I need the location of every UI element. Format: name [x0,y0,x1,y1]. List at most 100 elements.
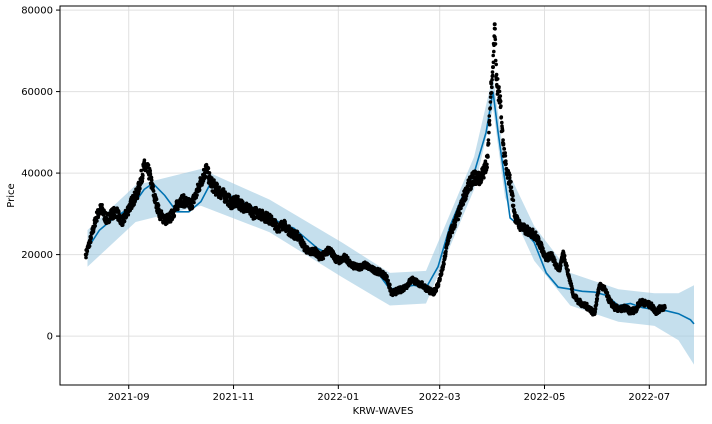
observed-point [146,163,151,167]
observed-point [461,202,466,206]
observed-point [107,220,112,224]
observed-point [492,49,496,54]
observed-point [100,203,104,207]
x-tick-label: 2021-11 [213,392,255,403]
observed-point [190,205,195,210]
observed-point [84,252,89,256]
observed-point [450,230,455,235]
observed-point [503,151,508,155]
observed-point [154,197,159,202]
observed-point [511,194,515,198]
observed-point [491,53,496,58]
observed-point [132,202,136,207]
observed-point [444,246,449,250]
observed-point [482,175,486,180]
observed-point [386,278,391,283]
observed-point [227,193,232,197]
observed-point [497,89,502,94]
observed-point [192,200,196,205]
observed-point [448,234,453,238]
observed-point [593,307,598,311]
observed-point [148,172,153,176]
observed-point [138,186,142,191]
observed-point [495,77,500,81]
x-axis-label: KRW-WAVES [353,406,414,417]
observed-point [466,190,470,194]
observed-point [471,179,476,183]
observed-point [494,72,499,77]
observed-point [507,176,512,180]
observed-point [511,198,516,202]
x-tick-label: 2021-09 [108,392,150,403]
observed-point [498,99,503,104]
y-axis-label: Price [6,183,17,207]
observed-point [559,263,563,268]
observed-point [509,185,514,189]
observed-point [596,289,601,294]
observed-point [488,95,493,99]
observed-point [501,141,506,146]
observed-point [219,196,223,201]
observed-point [95,219,99,223]
observed-point [287,224,291,228]
observed-point [498,94,503,98]
plot-frame [59,5,707,386]
observed-point [565,264,569,268]
observed-point [464,194,469,198]
observed-point [210,176,214,180]
observed-point [487,130,491,135]
observed-point [497,85,501,89]
observed-point [511,203,516,208]
observed-point [513,210,517,215]
y-tick-label: 20000 [21,250,53,261]
observed-series [83,22,667,317]
observed-point [159,209,164,213]
observed-point [487,118,492,123]
observed-point [195,193,199,197]
observed-point [459,206,463,210]
observed-point [488,100,493,104]
observed-point [479,178,484,182]
observed-point [142,158,147,162]
observed-point [434,288,439,293]
observed-point [487,122,492,127]
y-tick-label: 0 [47,332,53,343]
observed-point [501,138,505,142]
observed-point [388,283,392,287]
observed-point [490,73,495,78]
observed-point [151,189,156,193]
observed-point [126,212,131,217]
observed-point [172,213,177,218]
observed-point [486,138,491,142]
observed-point [530,227,535,232]
observed-point [207,171,212,175]
observed-point [88,240,93,245]
y-tick-label: 80000 [21,6,53,17]
observed-point [502,147,507,151]
observed-point [503,154,508,158]
observed-point [486,141,491,146]
observed-point [500,128,505,133]
observed-point [490,85,494,90]
grid-lines [60,6,706,385]
observed-point [458,211,462,216]
observed-point [446,238,451,243]
observed-point [485,154,490,159]
observed-point [499,104,503,108]
observed-point [605,291,610,295]
observed-point [490,70,495,74]
observed-point [84,255,88,260]
observed-point [149,175,154,180]
observed-point [570,286,575,291]
observed-point [500,120,504,125]
observed-point [493,37,498,42]
observed-point [274,221,279,225]
observed-point [277,230,282,234]
observed-point [456,217,461,222]
observed-point [176,207,180,212]
observed-point [141,173,145,178]
observed-point [385,274,389,279]
y-tick-label: 60000 [21,87,53,98]
observed-point [438,277,442,281]
observed-point [93,224,97,228]
